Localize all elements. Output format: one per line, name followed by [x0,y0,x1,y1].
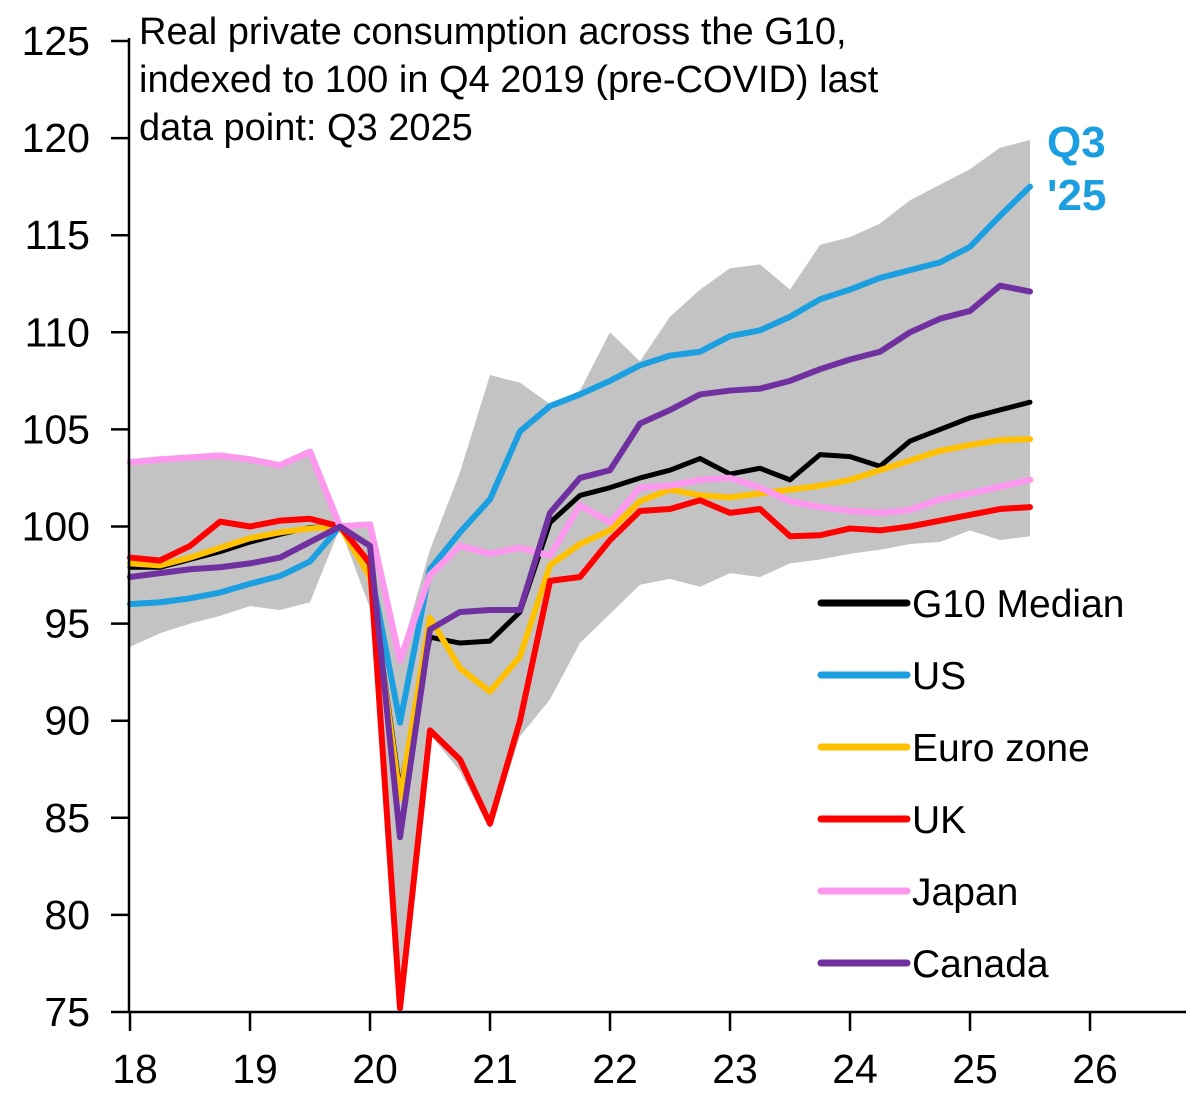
chart-title-line-3: data point: Q3 2025 [139,107,473,149]
y-tick-label: 80 [44,892,90,938]
series-line-canada [127,282,1033,841]
y-tick-label: 105 [22,406,90,452]
legend-label-us: US [912,655,966,698]
series-line-uk [127,497,1033,1012]
x-tick-label: 21 [472,1046,518,1092]
y-tick-label: 115 [25,212,90,258]
legend-label-canada: Canada [912,943,1049,986]
chart-title-line-2: indexed to 100 in Q4 2019 (pre-COVID) la… [139,59,879,101]
x-tick-label: 26 [1072,1046,1118,1092]
legend-label-japan: Japan [912,871,1018,914]
legend-label-g10-median: G10 Median [912,583,1124,626]
y-tick-label: 85 [44,795,90,841]
series-line-japan [126,448,1034,664]
y-tick-label: 125 [22,18,90,64]
legend-label-euro-zone: Euro zone [912,727,1090,770]
x-tick-label: 22 [592,1046,638,1092]
last-point-label-line-2: '25 [1047,171,1106,220]
x-tick-label: 25 [952,1046,998,1092]
y-tick-label: 100 [22,504,90,550]
chart-title-line-1: Real private consumption across the G10, [139,11,847,53]
x-tick-label: 19 [232,1046,278,1092]
series-line-us [127,183,1033,726]
legend-label-uk: UK [912,799,966,842]
x-tick-label: 23 [712,1046,758,1092]
last-point-label-line-1: Q3 [1047,118,1106,167]
x-tick-label: 24 [832,1046,878,1092]
y-tick-label: 120 [22,115,90,161]
y-tick-label: 75 [44,989,90,1035]
y-tick-label: 95 [44,601,90,647]
y-tick-label: 110 [25,309,90,355]
series-line-euro-zone [127,436,1033,802]
x-tick-label: 18 [112,1046,158,1092]
x-tick-label: 20 [352,1046,398,1092]
y-tick-label: 90 [44,698,90,744]
